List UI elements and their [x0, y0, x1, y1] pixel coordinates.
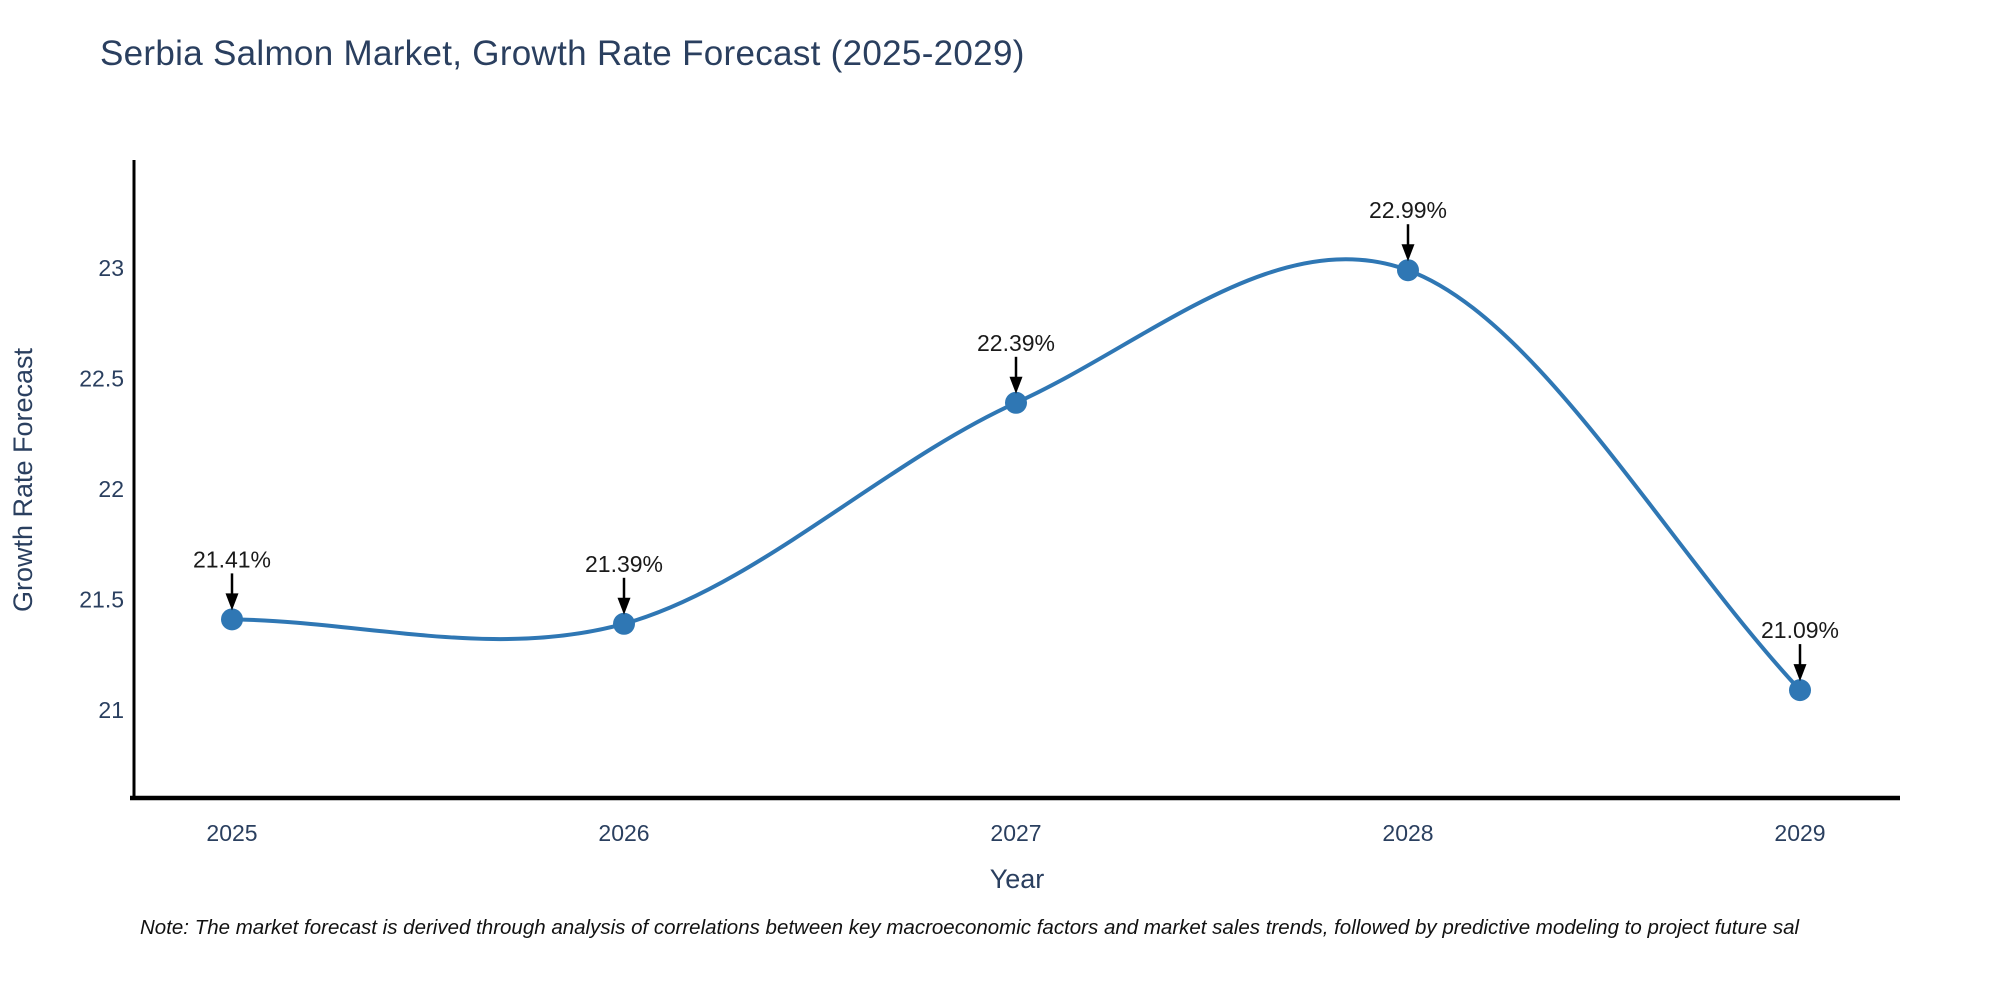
annotation-arrow-head: [1009, 376, 1023, 394]
x-tick-label: 2025: [206, 820, 257, 846]
x-axis-title: Year: [990, 864, 1045, 894]
data-point-marker: [1397, 259, 1419, 282]
data-point-marker: [221, 608, 243, 631]
data-point-marker: [613, 612, 635, 635]
data-point-label: 21.09%: [1761, 617, 1839, 643]
annotation-arrow-head: [1793, 664, 1807, 682]
data-point-label: 22.39%: [977, 330, 1055, 356]
footnote: Note: The market forecast is derived thr…: [140, 916, 1800, 939]
chart-title: Serbia Salmon Market, Growth Rate Foreca…: [100, 34, 1025, 73]
x-tick-label: 2027: [990, 820, 1041, 846]
y-tick-label: 21: [98, 697, 124, 723]
data-point-label: 21.41%: [193, 546, 271, 572]
annotation-arrow-head: [225, 593, 239, 611]
data-point-label: 22.99%: [1369, 197, 1447, 223]
y-tick-label: 23: [98, 255, 124, 281]
forecast-curve: [230, 257, 1802, 693]
data-point-label: 21.39%: [585, 551, 663, 577]
x-tick-label: 2028: [1382, 820, 1433, 846]
data-point-marker: [1789, 679, 1811, 702]
y-axis-title: Growth Rate Forecast: [8, 347, 38, 612]
data-point-marker: [1005, 391, 1027, 414]
x-tick-label: 2029: [1774, 820, 1825, 846]
x-tick-label: 2026: [598, 820, 649, 846]
annotation-arrow-head: [617, 597, 631, 615]
y-tick-label: 22: [98, 476, 124, 502]
y-tick-label: 21.5: [79, 587, 124, 613]
y-tick-label: 22.5: [79, 366, 124, 392]
annotation-arrow-head: [1401, 244, 1415, 262]
